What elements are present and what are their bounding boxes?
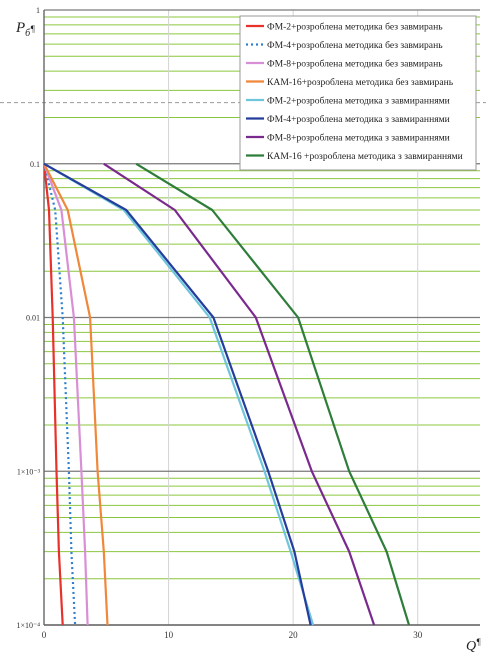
legend-box — [239, 15, 477, 171]
axes — [43, 10, 480, 626]
y-tick-label: 0.01 — [26, 314, 40, 323]
series-lines — [42, 162, 411, 626]
legend-label-3: ФМ-8+розроблена методика без завмирань — [267, 59, 443, 70]
series-line-1 — [42, 163, 64, 626]
series-line-7 — [103, 162, 376, 626]
y-axis-label-main: P — [15, 20, 25, 36]
series-line-6 — [43, 162, 312, 626]
y-axis-label-sub: б — [25, 28, 31, 39]
legend-label-8: КАМ-16 +розроблена методика з завмирання… — [267, 151, 463, 162]
legend-label-1: ФМ-2+розроблена методика без завмирань — [267, 22, 443, 33]
series-line-3 — [42, 163, 89, 626]
x-axis-label-main: Q — [466, 639, 476, 654]
series-line-2 — [42, 163, 77, 626]
y-tick-label: 1×10⁻³ — [17, 467, 41, 476]
legend-label-7: ФМ-8+розроблена методика з завмираннями — [267, 133, 450, 144]
legend-label-4: КАМ-16+розроблена методика без завмирань — [267, 77, 454, 88]
series-line-8 — [135, 162, 411, 626]
y-tick-label: 1 — [36, 6, 40, 15]
y-tick-label: 1×10⁻⁴ — [16, 621, 40, 630]
legend-label-5: ФМ-2+розроблена методика з завмираннями — [267, 96, 450, 107]
x-tick-label: 20 — [289, 630, 299, 640]
x-tick-label: 10 — [164, 630, 174, 640]
x-axis-label-suffix: ¶ — [476, 637, 481, 647]
legend: ФМ-2+розроблена методика без завмирань ФМ… — [239, 15, 477, 171]
legend-label-6: ФМ-4+розроблена методика з завмираннями — [267, 114, 450, 125]
x-tick-label: 0 — [42, 630, 47, 640]
x-axis-label: Q¶ — [466, 637, 481, 654]
tick-labels: 1 0.1 0.01 1×10⁻³ 1×10⁻⁴0 10 20 30 — [16, 6, 422, 640]
legend-label-2: ФМ-4+розроблена методика без завмирань — [267, 40, 443, 51]
y-axis-label-suffix: ¶ — [30, 24, 35, 34]
y-tick-label: 0.1 — [30, 160, 40, 169]
y-axis-label: Pб¶ — [15, 20, 35, 39]
x-tick-label: 30 — [413, 630, 423, 640]
series-line-4 — [43, 163, 109, 626]
